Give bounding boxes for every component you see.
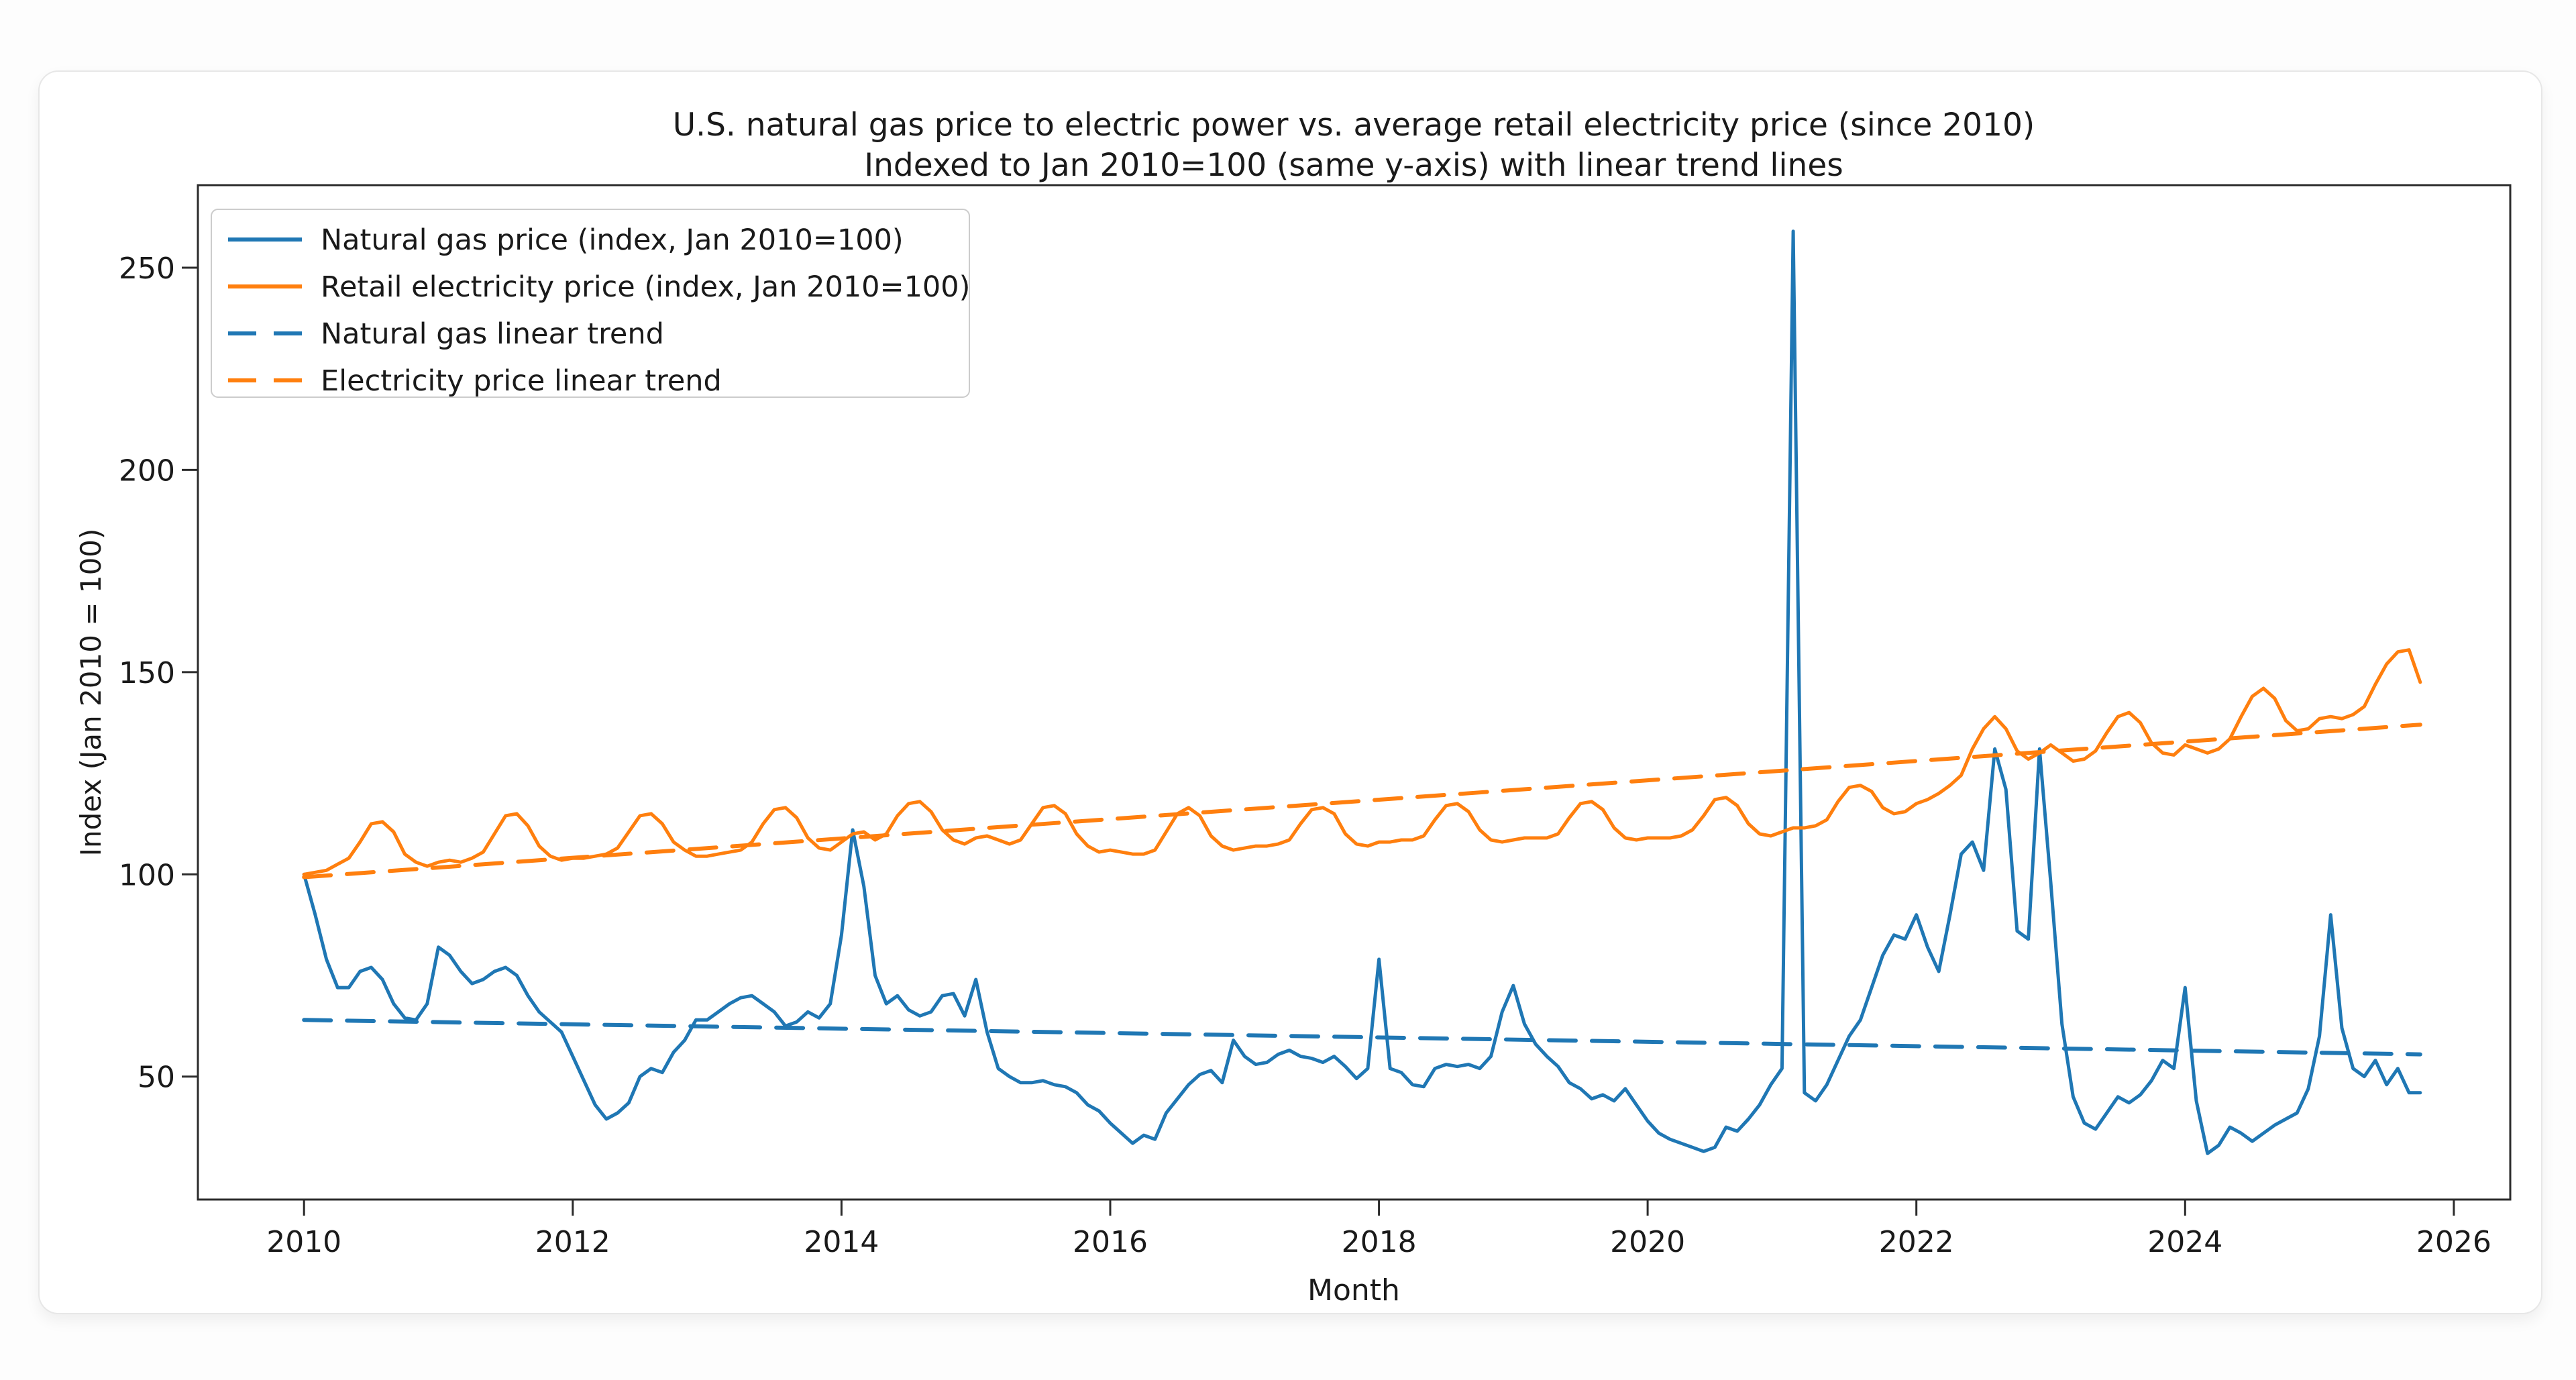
x-tick-label: 2012 (535, 1225, 610, 1259)
y-tick-label: 150 (119, 656, 175, 690)
series-natural-gas-trend (302, 1018, 2422, 1057)
x-tick-label: 2020 (1610, 1225, 1685, 1259)
x-tick-label: 2016 (1073, 1225, 1148, 1259)
chart-title: U.S. natural gas price to electric power… (673, 107, 2035, 144)
x-axis-ticks: 2010 2012 2014 2016 2018 2020 2022 2024 … (266, 1225, 2491, 1259)
chart-subtitle: Indexed to Jan 2010=100 (same y-axis) wi… (864, 147, 1843, 184)
x-tick-label: 2018 (1342, 1225, 1417, 1259)
x-tick-label: 2010 (266, 1225, 341, 1259)
x-tick-label: 2022 (1879, 1225, 1954, 1259)
x-tick-label: 2014 (804, 1225, 879, 1259)
series-retail-electricity (302, 648, 2422, 876)
legend-label-electricity: Retail electricity price (index, Jan 201… (321, 270, 970, 304)
x-tick-label: 2026 (2416, 1225, 2491, 1259)
series-natural-gas (302, 229, 2422, 1155)
y-tick-label: 50 (138, 1061, 175, 1095)
series-electricity-trend (302, 723, 2422, 880)
tick-marks (182, 266, 2455, 1216)
legend-label-natural-gas: Natural gas price (index, Jan 2010=100) (321, 223, 904, 257)
x-tick-label: 2024 (2147, 1225, 2222, 1259)
y-axis-ticks: 250 200 150 100 50 (119, 252, 175, 1095)
y-tick-label: 200 (119, 454, 175, 488)
legend-label-electricity-trend: Electricity price linear trend (321, 364, 722, 398)
legend-label-gas-trend: Natural gas linear trend (321, 317, 664, 351)
legend-box (211, 209, 970, 398)
plot-frame (197, 184, 2512, 1201)
y-tick-label: 100 (119, 858, 175, 892)
y-axis-label: Index (Jan 2010 = 100) (74, 529, 107, 857)
y-tick-label: 250 (119, 252, 175, 286)
x-axis-label: Month (1307, 1273, 1400, 1308)
plot-area (302, 229, 2422, 1155)
legend: Natural gas price (index, Jan 2010=100) … (211, 209, 970, 398)
